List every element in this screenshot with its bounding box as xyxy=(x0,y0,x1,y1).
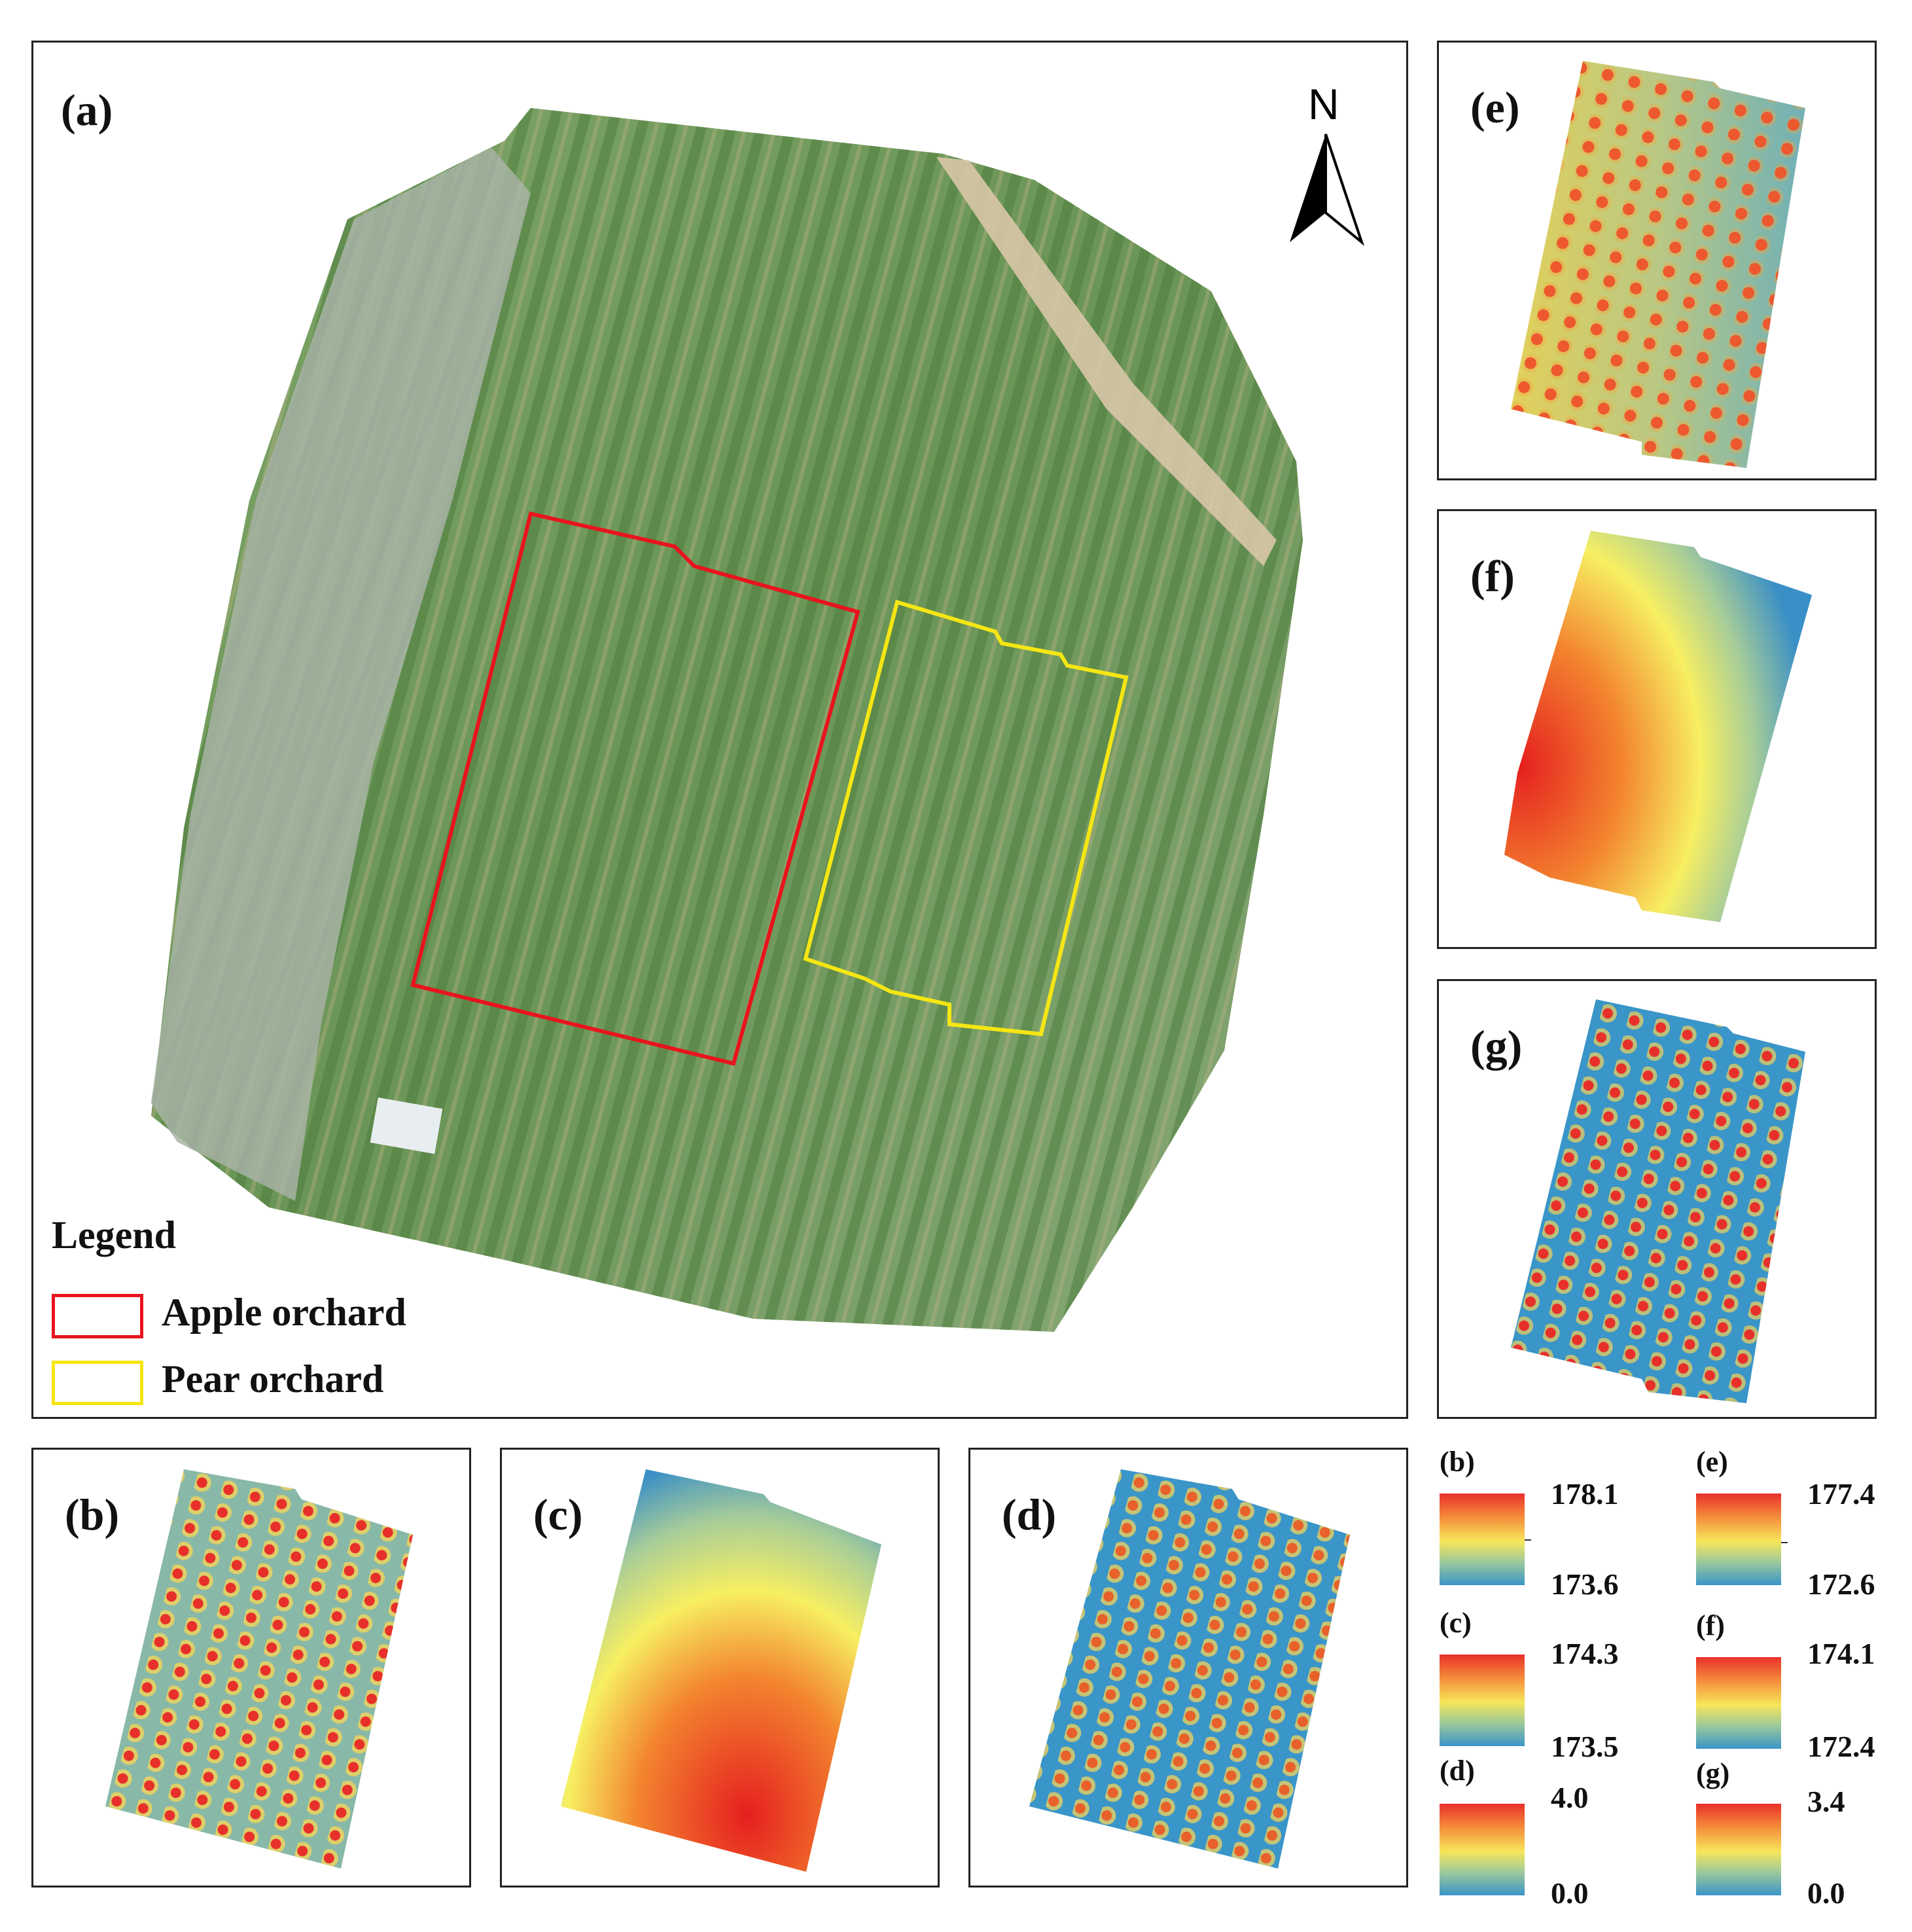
pear-orchard-outline xyxy=(803,599,1129,1037)
colorbar-min-e: 172.6 xyxy=(1807,1567,1875,1601)
colorbar-g xyxy=(1696,1804,1781,1895)
panel-a-orthophoto: (a) N Legend Apple orchard Pear orchard xyxy=(31,41,1408,1419)
colorbar-min-c: 173.5 xyxy=(1551,1730,1619,1763)
panel-c-map: (c) xyxy=(500,1448,940,1887)
legend-swatch-pear xyxy=(52,1361,143,1405)
colorbar-f xyxy=(1696,1657,1781,1749)
colorbar-e xyxy=(1696,1494,1781,1585)
orthophoto-map xyxy=(151,108,1365,1332)
colorbar-label-c: (c) xyxy=(1440,1607,1472,1639)
colorbar-max-e: 177.4 xyxy=(1807,1477,1875,1511)
colorbar-label-d: (d) xyxy=(1440,1755,1475,1787)
raster-b xyxy=(105,1469,413,1869)
colorbar-label-e: (e) xyxy=(1696,1446,1728,1478)
panel-e-map: (e) xyxy=(1437,41,1877,480)
raster-e xyxy=(1511,61,1805,468)
legend-label-pear: Pear orchard xyxy=(162,1357,384,1401)
panel-g-map: (g) xyxy=(1437,979,1877,1419)
colorbar-label-f: (f) xyxy=(1696,1609,1725,1641)
colorbar-max-b: 178.1 xyxy=(1551,1477,1619,1511)
colorbar-min-d: 0.0 xyxy=(1551,1876,1589,1910)
colorbar-max-c: 174.3 xyxy=(1551,1637,1619,1670)
colorbar-max-f: 174.1 xyxy=(1807,1637,1875,1670)
panel-label-f: (f) xyxy=(1470,551,1515,601)
panel-f-map: (f) xyxy=(1437,509,1877,949)
raster-d xyxy=(1029,1469,1350,1869)
colorbar-label-g: (g) xyxy=(1696,1757,1730,1789)
panel-label-b: (b) xyxy=(65,1490,120,1539)
building xyxy=(370,1097,443,1154)
colorbar-min-b: 173.6 xyxy=(1551,1567,1619,1601)
panel-label-e: (e) xyxy=(1470,82,1520,132)
colorbar-min-g: 0.0 xyxy=(1807,1876,1845,1910)
raster-c xyxy=(561,1469,881,1872)
colorbar-max-d: 4.0 xyxy=(1551,1781,1589,1814)
colorbar-c xyxy=(1440,1655,1525,1746)
raster-f xyxy=(1504,531,1812,922)
north-label: N xyxy=(1308,80,1339,128)
panel-label-d: (d) xyxy=(1002,1490,1057,1539)
legend-label-apple: Apple orchard xyxy=(162,1291,406,1334)
dirt-road xyxy=(936,157,1277,566)
panel-b-map: (b) xyxy=(31,1448,471,1887)
panel-d-map: (d) xyxy=(968,1448,1408,1887)
raster-g xyxy=(1511,999,1805,1403)
panel-label-a: (a) xyxy=(61,85,113,135)
colorbar-b xyxy=(1440,1494,1525,1585)
colorbar-min-f: 172.4 xyxy=(1807,1730,1875,1763)
panel-label-g: (g) xyxy=(1470,1021,1523,1071)
north-arrow-icon xyxy=(1290,134,1365,246)
legend-swatch-apple xyxy=(52,1294,143,1338)
panel-label-c: (c) xyxy=(533,1490,583,1539)
colorbar-d xyxy=(1440,1804,1525,1895)
legend-title: Legend xyxy=(52,1213,177,1257)
colorbar-label-b: (b) xyxy=(1440,1446,1475,1478)
apple-orchard-outline xyxy=(410,511,860,1066)
colorbar-max-g: 3.4 xyxy=(1807,1785,1845,1818)
